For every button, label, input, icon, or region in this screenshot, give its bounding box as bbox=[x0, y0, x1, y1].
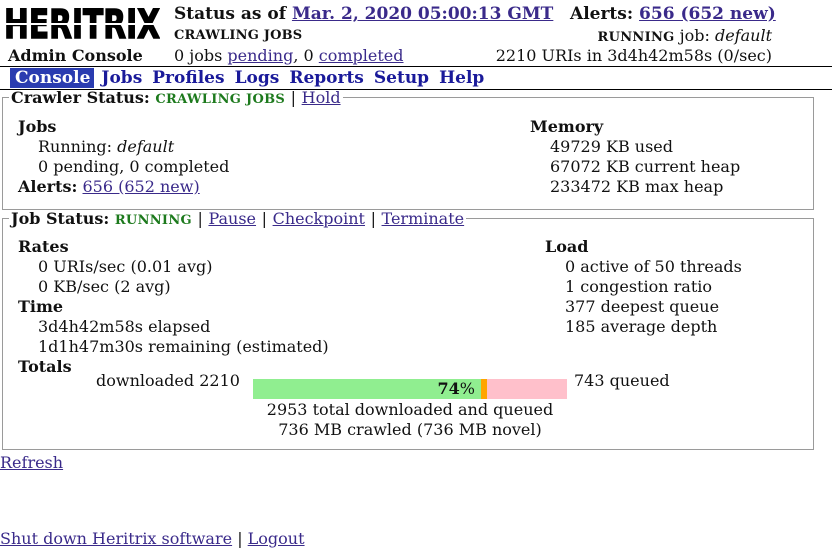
memory-heading: Memory bbox=[530, 117, 604, 136]
status-line: Status as of Mar. 2, 2020 05:00:13 GMT bbox=[174, 4, 553, 24]
footer-separator: | bbox=[237, 529, 243, 548]
running-job: default bbox=[117, 137, 175, 156]
crawler-status-label: Crawler Status: bbox=[11, 88, 150, 107]
legend-separator-1: | bbox=[197, 209, 203, 228]
nav-logs[interactable]: Logs bbox=[234, 68, 280, 88]
memory-max: 233472 KB max heap bbox=[550, 177, 724, 196]
legend-separator-3: | bbox=[370, 209, 376, 228]
totals-heading: Totals bbox=[18, 357, 72, 376]
memory-section: Memory 49729 KB used 67072 KB current he… bbox=[530, 117, 740, 197]
nav-console[interactable]: Console bbox=[10, 68, 95, 88]
crawler-state: CRAWLING JOBS bbox=[155, 92, 286, 107]
running-job-word: job: bbox=[679, 26, 710, 45]
alerts-row-label: Alerts: bbox=[18, 177, 78, 196]
crawling-state: CRAWLING JOBS bbox=[174, 28, 303, 43]
load-heading: Load bbox=[545, 237, 589, 256]
rates-heading: Rates bbox=[18, 237, 69, 256]
time-heading: Time bbox=[18, 297, 64, 316]
header-logo-block: HERITRIX Admin Console bbox=[0, 0, 168, 66]
status-prefix: Status as of bbox=[174, 4, 287, 24]
hold-link[interactable]: Hold bbox=[301, 88, 341, 107]
jobs-summary-line: 0 jobs pending, 0 completed bbox=[174, 46, 404, 65]
logout-link[interactable]: Logout bbox=[247, 529, 305, 548]
job-status-label: Job Status: bbox=[11, 209, 110, 228]
completed-link[interactable]: completed bbox=[318, 46, 404, 65]
time-elapsed: 3d4h42m58s elapsed bbox=[38, 317, 211, 336]
progress-downloaded: 74% bbox=[253, 379, 481, 399]
running-prefix: Running: bbox=[38, 137, 113, 156]
total-line: 2953 total downloaded and queued bbox=[266, 400, 554, 419]
footer-links: Shut down Heritrix software | Logout bbox=[0, 529, 305, 548]
running-job-row: Running: default bbox=[18, 137, 229, 157]
refresh-link[interactable]: Refresh bbox=[0, 453, 64, 472]
jobs-heading: Jobs bbox=[18, 117, 57, 136]
crawled-line: 736 MB crawled (736 MB novel) bbox=[278, 420, 542, 439]
running-label: RUNNING bbox=[597, 30, 675, 45]
heritrix-logo: HERITRIX bbox=[4, 4, 160, 44]
average-depth: 185 average depth bbox=[565, 317, 718, 336]
shutdown-link[interactable]: Shut down Heritrix software bbox=[0, 529, 233, 548]
legend-separator-2: | bbox=[261, 209, 267, 228]
progress-active bbox=[481, 379, 487, 399]
time-remaining: 1d1h47m30s remaining (estimated) bbox=[38, 337, 329, 356]
checkpoint-link[interactable]: Checkpoint bbox=[272, 209, 365, 228]
rate-kb: 0 KB/sec (2 avg) bbox=[38, 277, 171, 296]
alerts-label: Alerts: bbox=[570, 4, 634, 24]
running-job-name: default bbox=[714, 26, 772, 45]
alerts-line: Alerts: 656 (652 new) bbox=[570, 4, 776, 24]
congestion-ratio: 1 congestion ratio bbox=[565, 277, 713, 296]
pause-link[interactable]: Pause bbox=[208, 209, 257, 228]
alerts-row-link[interactable]: 656 (652 new) bbox=[82, 177, 200, 196]
pending-count: 0 jobs bbox=[174, 46, 223, 65]
active-threads: 0 active of 50 threads bbox=[565, 257, 742, 276]
jobs-section: Jobs Running: default 0 pending, 0 compl… bbox=[18, 117, 229, 197]
crawler-status-legend: Crawler Status: CRAWLING JOBS | Hold bbox=[9, 88, 343, 107]
completed-count: 0 bbox=[303, 46, 314, 65]
running-job-line: RUNNING job: default bbox=[597, 26, 772, 45]
job-status-legend: Job Status: RUNNING | Pause | Checkpoint… bbox=[9, 209, 466, 228]
nav-help[interactable]: Help bbox=[439, 68, 485, 88]
status-time-link[interactable]: Mar. 2, 2020 05:00:13 GMT bbox=[291, 4, 554, 24]
progress-percent: 74% bbox=[438, 379, 475, 399]
memory-used: 49729 KB used bbox=[550, 137, 674, 156]
alerts-link[interactable]: 656 (652 new) bbox=[639, 4, 776, 24]
downloaded-label: downloaded 2210 bbox=[96, 371, 240, 390]
legend-separator: | bbox=[290, 88, 297, 107]
nav-divider bbox=[0, 89, 832, 90]
main-nav: Console Jobs Profiles Logs Reports Setup… bbox=[0, 67, 489, 89]
pending-link[interactable]: pending bbox=[227, 46, 294, 65]
terminate-link[interactable]: Terminate bbox=[381, 209, 465, 228]
alerts-row: Alerts: 656 (652 new) bbox=[18, 177, 229, 197]
pending-completed: 0 pending, 0 completed bbox=[38, 157, 230, 176]
rate-uris: 0 URIs/sec (0.01 avg) bbox=[38, 257, 213, 276]
queued-label: 743 queued bbox=[574, 371, 670, 390]
nav-jobs[interactable]: Jobs bbox=[101, 68, 143, 88]
deepest-queue: 377 deepest queue bbox=[565, 297, 720, 316]
nav-reports[interactable]: Reports bbox=[289, 68, 364, 88]
admin-console-label: Admin Console bbox=[8, 46, 143, 65]
progress-percent-number: 74 bbox=[437, 379, 460, 398]
load-section: Load 0 active of 50 threads 1 congestion… bbox=[545, 237, 742, 337]
nav-profiles[interactable]: Profiles bbox=[152, 68, 225, 88]
progress-bar: 74% bbox=[253, 379, 567, 399]
job-status-panel: Job Status: RUNNING | Pause | Checkpoint… bbox=[2, 209, 814, 450]
progress-queued bbox=[487, 379, 567, 399]
nav-setup[interactable]: Setup bbox=[373, 68, 430, 88]
progress-percent-sign: % bbox=[459, 379, 475, 398]
memory-heap: 67072 KB current heap bbox=[550, 157, 741, 176]
header-divider bbox=[0, 66, 832, 67]
job-state: RUNNING bbox=[114, 213, 192, 228]
rates-time-section: Rates 0 URIs/sec (0.01 avg) 0 KB/sec (2 … bbox=[18, 237, 329, 377]
uris-summary: 2210 URIs in 3d4h42m58s (0/sec) bbox=[495, 46, 772, 65]
